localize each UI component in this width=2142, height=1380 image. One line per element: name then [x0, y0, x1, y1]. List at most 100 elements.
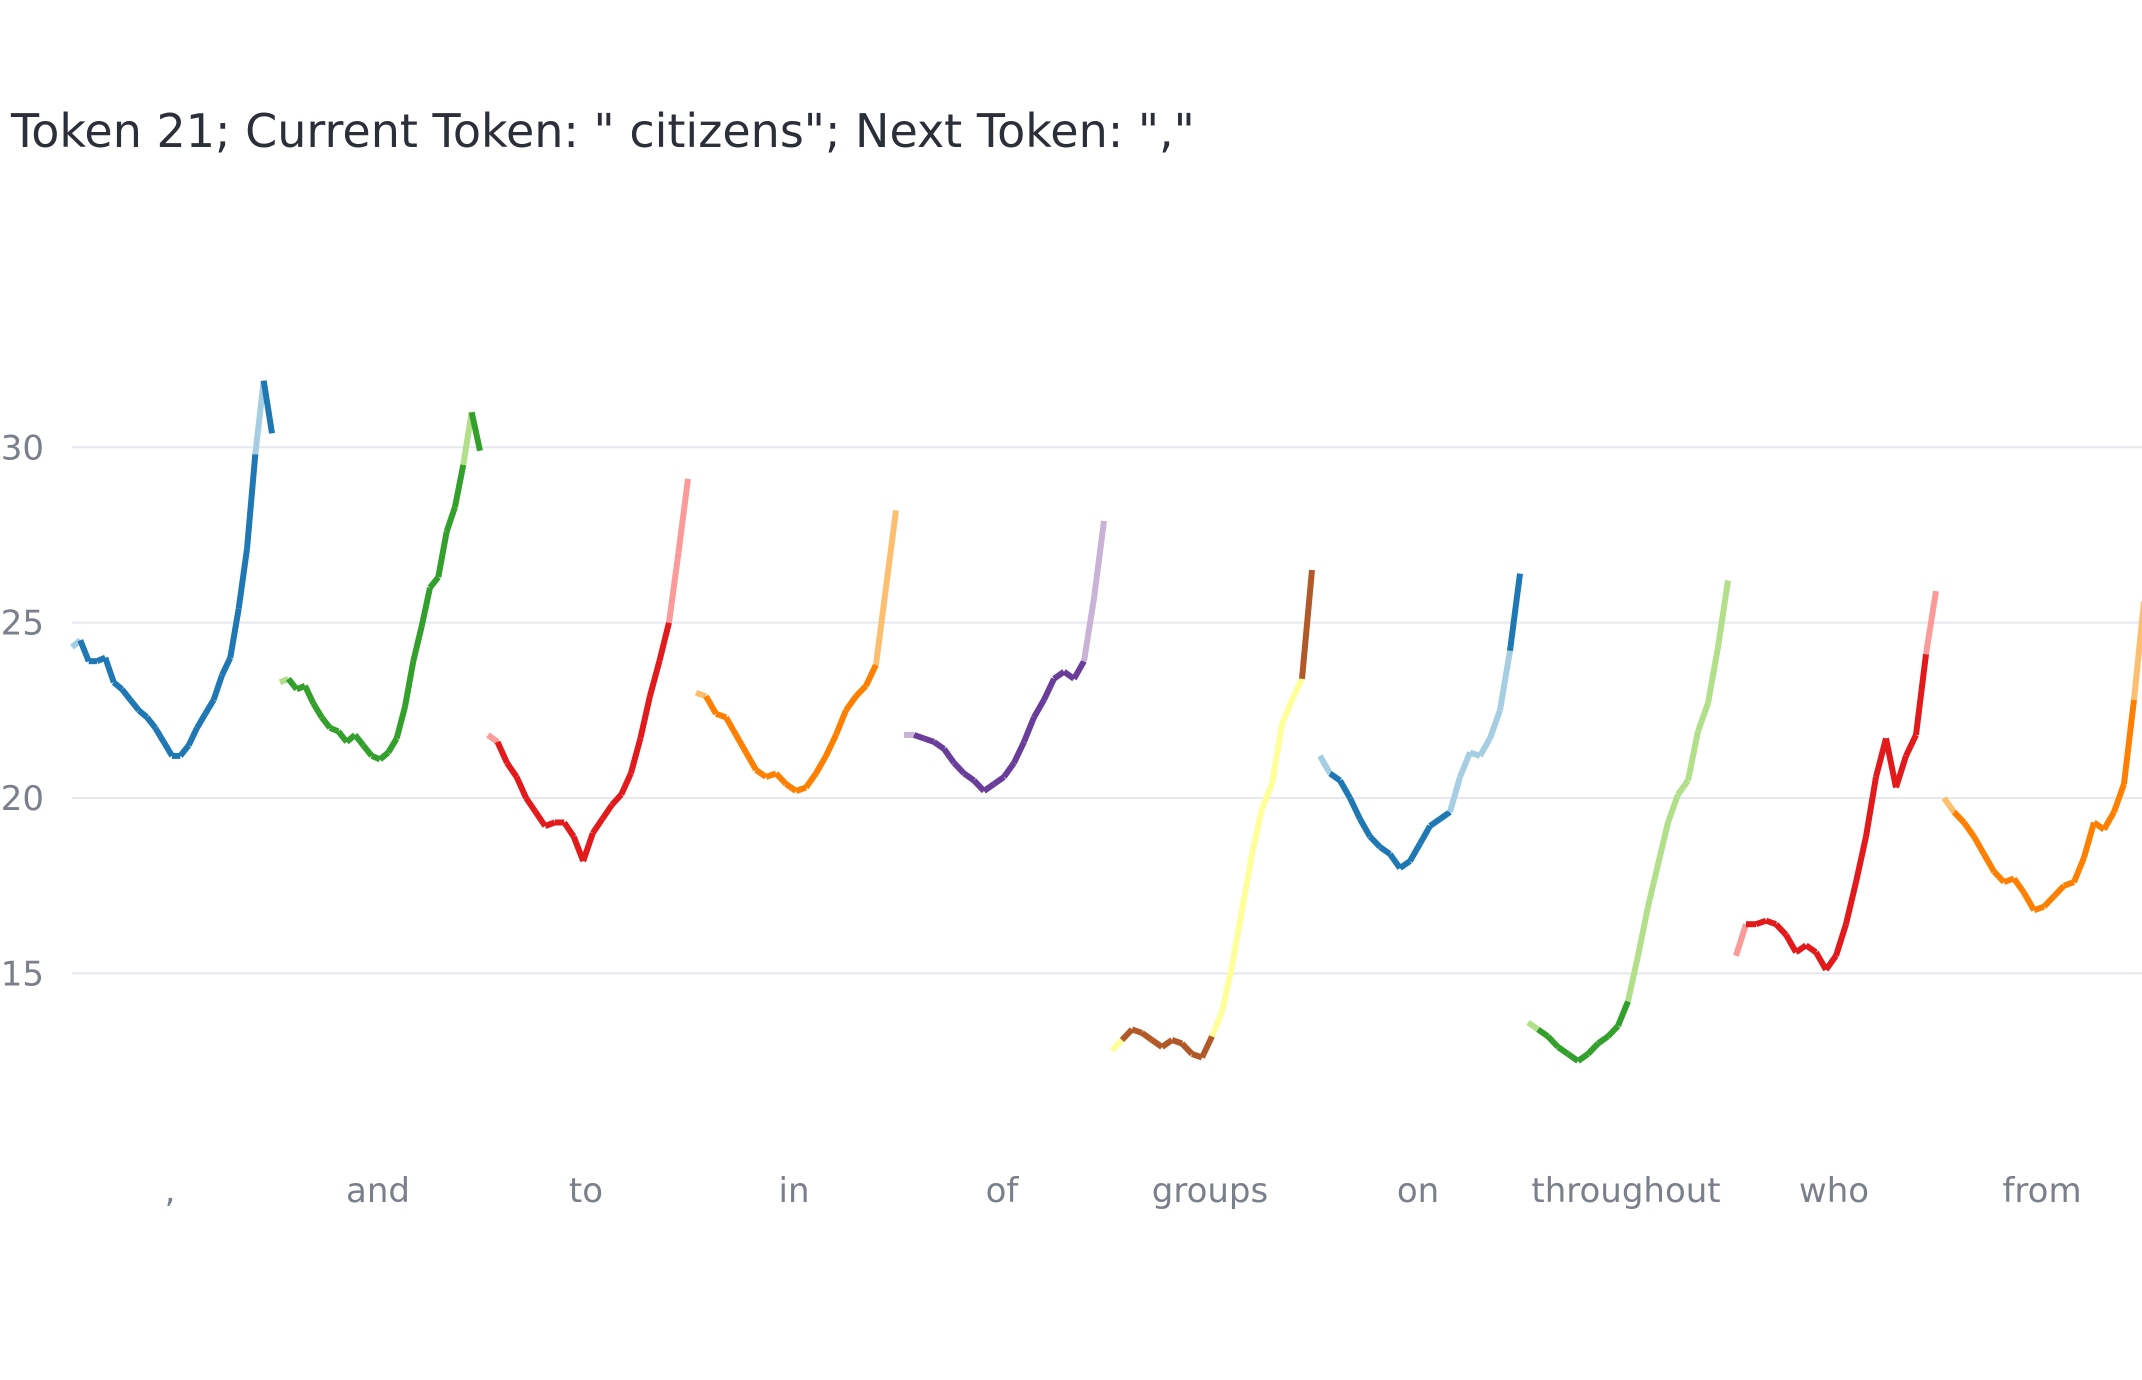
series-segment [1843, 881, 1859, 925]
series-segment [2011, 876, 2027, 895]
series-segment [523, 796, 539, 814]
series-segment [784, 781, 798, 794]
series-segment [1140, 1030, 1154, 1043]
series-segment [853, 683, 869, 699]
x-axis-ticks: , and to in of groups on throughout who from [165, 1171, 2082, 1211]
series-segment [1398, 858, 1412, 871]
series-segment [1337, 779, 1353, 800]
series-segment [1991, 869, 2007, 885]
series-segment [666, 552, 682, 624]
series-segment [1179, 1041, 1195, 1057]
series-segment [628, 737, 644, 775]
series-segment [580, 832, 596, 863]
series-segment [418, 586, 433, 627]
series-segment [533, 810, 548, 828]
series-segment [235, 548, 250, 610]
series-segment [370, 753, 382, 763]
series-segment [452, 464, 467, 508]
series-segment [427, 575, 441, 590]
series-segment [1804, 942, 1818, 955]
series-segment [2033, 903, 2045, 914]
series-and [278, 411, 483, 763]
series-segment [951, 760, 967, 776]
series-segment [1209, 1010, 1225, 1038]
series-segment [1585, 1041, 1601, 1057]
series-segment [1545, 1034, 1561, 1050]
series-segment [1685, 730, 1701, 782]
series-segment [194, 712, 208, 730]
series-from [1941, 601, 2142, 914]
series-segment [1615, 1000, 1631, 1028]
series-segment [873, 587, 889, 666]
series-segment [378, 750, 391, 762]
series-segment [2121, 699, 2137, 785]
series-segment [715, 710, 727, 721]
series-segment [468, 411, 483, 452]
series-segment [1289, 677, 1305, 702]
series-segment [695, 689, 707, 700]
series-segment [1813, 950, 1829, 972]
series-segment [1625, 955, 1641, 1003]
series-segment [1715, 580, 1731, 648]
series-segment [1755, 917, 1767, 928]
series-segment [2051, 883, 2067, 899]
series-segment [1031, 698, 1047, 719]
series-segment [703, 694, 719, 716]
series-segment [982, 781, 996, 794]
series-segment [1367, 834, 1383, 850]
series-segment [561, 820, 577, 839]
series-segment [1487, 709, 1503, 740]
series-segment [136, 708, 149, 720]
series-segment [1635, 906, 1651, 957]
series-segment [1447, 776, 1463, 813]
series-segment [1765, 917, 1777, 928]
series-segment [77, 639, 92, 663]
series-segment [1566, 1051, 1580, 1064]
series-segment [2081, 821, 2097, 859]
x-tick-label: to [569, 1171, 603, 1211]
series-segment [310, 701, 325, 719]
x-tick-label: on [1397, 1171, 1439, 1211]
x-tick-label: in [779, 1171, 810, 1211]
series-segment [227, 608, 242, 659]
series-segment [1596, 1033, 1610, 1046]
series-segment [385, 736, 400, 754]
series-segment [210, 674, 225, 701]
series-segment [1655, 821, 1671, 866]
series-on [1317, 573, 1523, 871]
y-tick-label: 30 [1, 428, 44, 468]
series-segment [513, 775, 529, 800]
series-segment [1497, 650, 1513, 711]
series-segment [1171, 1037, 1183, 1047]
series-segment [1091, 520, 1107, 599]
series-segment [1052, 669, 1066, 682]
series-of [904, 520, 1107, 794]
series-segment [675, 478, 691, 553]
x-tick-label: throughout [1531, 1171, 1720, 1211]
series-segment [1299, 569, 1315, 680]
series-segment [1347, 796, 1363, 821]
series-segment [402, 660, 417, 708]
series-segment [185, 726, 200, 747]
series-segment [1011, 740, 1027, 765]
series-who [1733, 590, 1939, 972]
series-segment [647, 660, 663, 698]
series-segment [599, 803, 615, 821]
series-segment [962, 770, 976, 783]
series-segment [765, 770, 777, 780]
series-segment [1417, 824, 1433, 846]
series-segment [1191, 1051, 1203, 1061]
series-segment [992, 774, 1006, 787]
series-segment [1833, 923, 1849, 957]
series-segment [278, 676, 290, 686]
series-segment [1229, 909, 1245, 967]
series-segment [1695, 702, 1711, 733]
x-tick-label: from [2002, 1171, 2081, 1211]
series-segment [260, 380, 275, 434]
series-segment [219, 656, 234, 677]
series-segment [1705, 646, 1721, 704]
series-segment [883, 510, 899, 588]
series-segment [1883, 737, 1899, 789]
series-segment [656, 621, 672, 662]
